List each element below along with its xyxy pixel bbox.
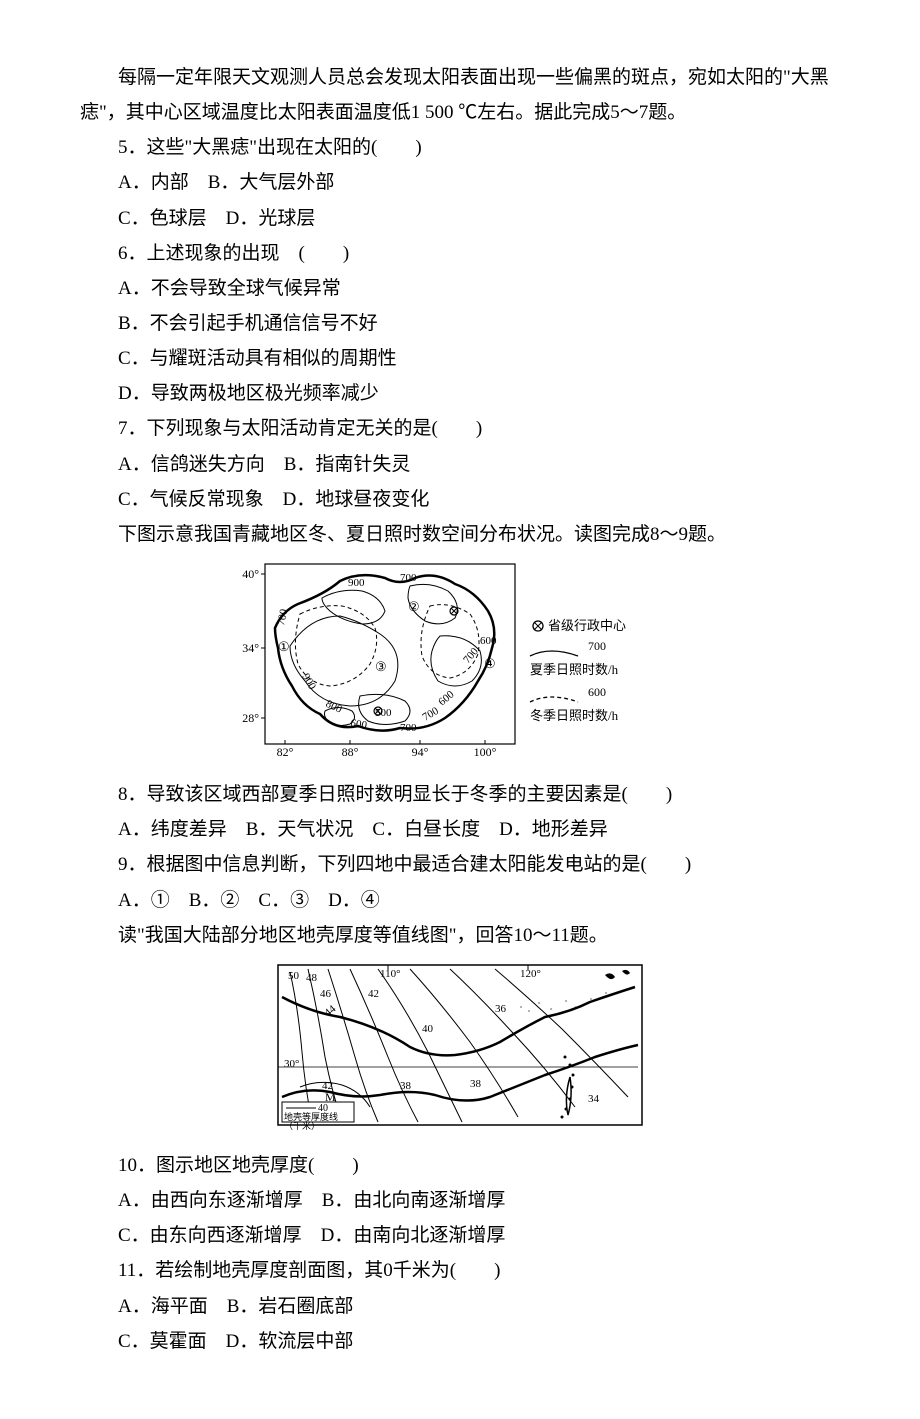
q7-options-ab: A．信鸽迷失方向 B．指南针失灵 <box>80 447 840 482</box>
legend-summer-label: 夏季日照时数/h <box>530 662 619 677</box>
lat-28: 28° <box>242 711 259 725</box>
question-8: 8．导致该区域西部夏季日照时数明显长于冬季的主要因素是( ) <box>80 777 840 812</box>
q6-option-b: B．不会引起手机通信信号不好 <box>80 306 840 341</box>
lon-120: 120° <box>520 968 541 980</box>
q11-options-cd: C．莫霍面 D．软流层中部 <box>80 1324 840 1359</box>
lon-88: 88° <box>342 745 359 759</box>
legend-marker-label: 省级行政中心 <box>548 618 626 633</box>
question-10: 10．图示地区地壳厚度( ) <box>80 1148 840 1183</box>
iso-46: 46 <box>320 988 332 1000</box>
iso-36: 36 <box>495 1003 507 1015</box>
q6-option-d: D．导致两极地区极光频率减少 <box>80 376 840 411</box>
legend-crust-2: （千米） <box>284 1120 320 1131</box>
q8-options: A．纬度差异 B．天气状况 C．白昼长度 D．地形差异 <box>80 812 840 847</box>
lat-40: 40° <box>242 567 259 581</box>
iso-700c: 700 <box>400 572 417 584</box>
point-1: ① <box>278 639 290 654</box>
iso-48: 48 <box>306 972 318 984</box>
question-6: 6．上述现象的出现 ( ) <box>80 236 840 271</box>
question-11: 11．若绘制地壳厚度剖面图，其0千米为( ) <box>80 1253 840 1288</box>
q6-option-a: A．不会导致全球气候异常 <box>80 271 840 306</box>
question-7: 7．下列现象与太阳活动肯定无关的是( ) <box>80 411 840 446</box>
point-3: ③ <box>375 659 387 674</box>
point-2: ② <box>408 599 420 614</box>
legend-winter-val: 600 <box>588 685 606 699</box>
q10-options-cd: C．由东向西逐渐增厚 D．由南向北逐渐增厚 <box>80 1218 840 1253</box>
iso-900a: 900 <box>348 577 365 589</box>
q10-options-ab: A．由西向东逐渐增厚 B．由北向南逐渐增厚 <box>80 1183 840 1218</box>
figure-crust-map: 50 48 46 44 42 40 38 36 38 42 34 M 110° … <box>80 957 840 1144</box>
q6-option-c: C．与耀斑活动具有相似的周期性 <box>80 341 840 376</box>
iso-600c: 600 <box>480 635 497 647</box>
passage-intro-1: 每隔一定年限天文观测人员总会发现太阳表面出现一些偏黑的斑点，宛如太阳的"大黑痣"… <box>80 60 840 130</box>
figure-qinghai-map: 82° 88° 94° 100° 40° 34° 28° 900 700 900… <box>80 556 840 773</box>
lon-82: 82° <box>277 745 294 759</box>
lat-30: 30° <box>284 1058 299 1070</box>
iso-50: 50 <box>288 970 300 982</box>
iso-40: 40 <box>422 1023 434 1035</box>
lon-94: 94° <box>412 745 429 759</box>
iso-38a: 38 <box>400 1080 412 1092</box>
lat-34: 34° <box>242 641 259 655</box>
question-5: 5．这些"大黑痣"出现在太阳的( ) <box>80 130 840 165</box>
passage-intro-3: 读"我国大陆部分地区地壳厚度等值线图"，回答10～11题。 <box>80 918 840 953</box>
iso-38b: 38 <box>470 1078 482 1090</box>
q9-options: A．① B．② C．③ D．④ <box>80 883 840 918</box>
iso-500: 500 <box>375 707 392 719</box>
legend-summer-val: 700 <box>588 639 606 653</box>
iso-700d: 700 <box>400 722 417 734</box>
q11-options-ab: A．海平面 B．岩石圈底部 <box>80 1289 840 1324</box>
passage-intro-2: 下图示意我国青藏地区冬、夏日照时数空间分布状况。读图完成8～9题。 <box>80 517 840 552</box>
lon-110: 110° <box>380 968 401 980</box>
question-9: 9．根据图中信息判断，下列四地中最适合建太阳能发电站的是( ) <box>80 847 840 882</box>
q5-options-cd: C．色球层 D．光球层 <box>80 201 840 236</box>
point-4: ④ <box>484 656 496 671</box>
legend-winter-label: 冬季日照时数/h <box>530 708 619 723</box>
iso-42: 42 <box>368 988 379 1000</box>
lon-100: 100° <box>474 745 497 759</box>
q5-options-ab: A．内部 B．大气层外部 <box>80 165 840 200</box>
iso-34: 34 <box>588 1093 600 1105</box>
q7-options-cd: C．气候反常现象 D．地球昼夜变化 <box>80 482 840 517</box>
